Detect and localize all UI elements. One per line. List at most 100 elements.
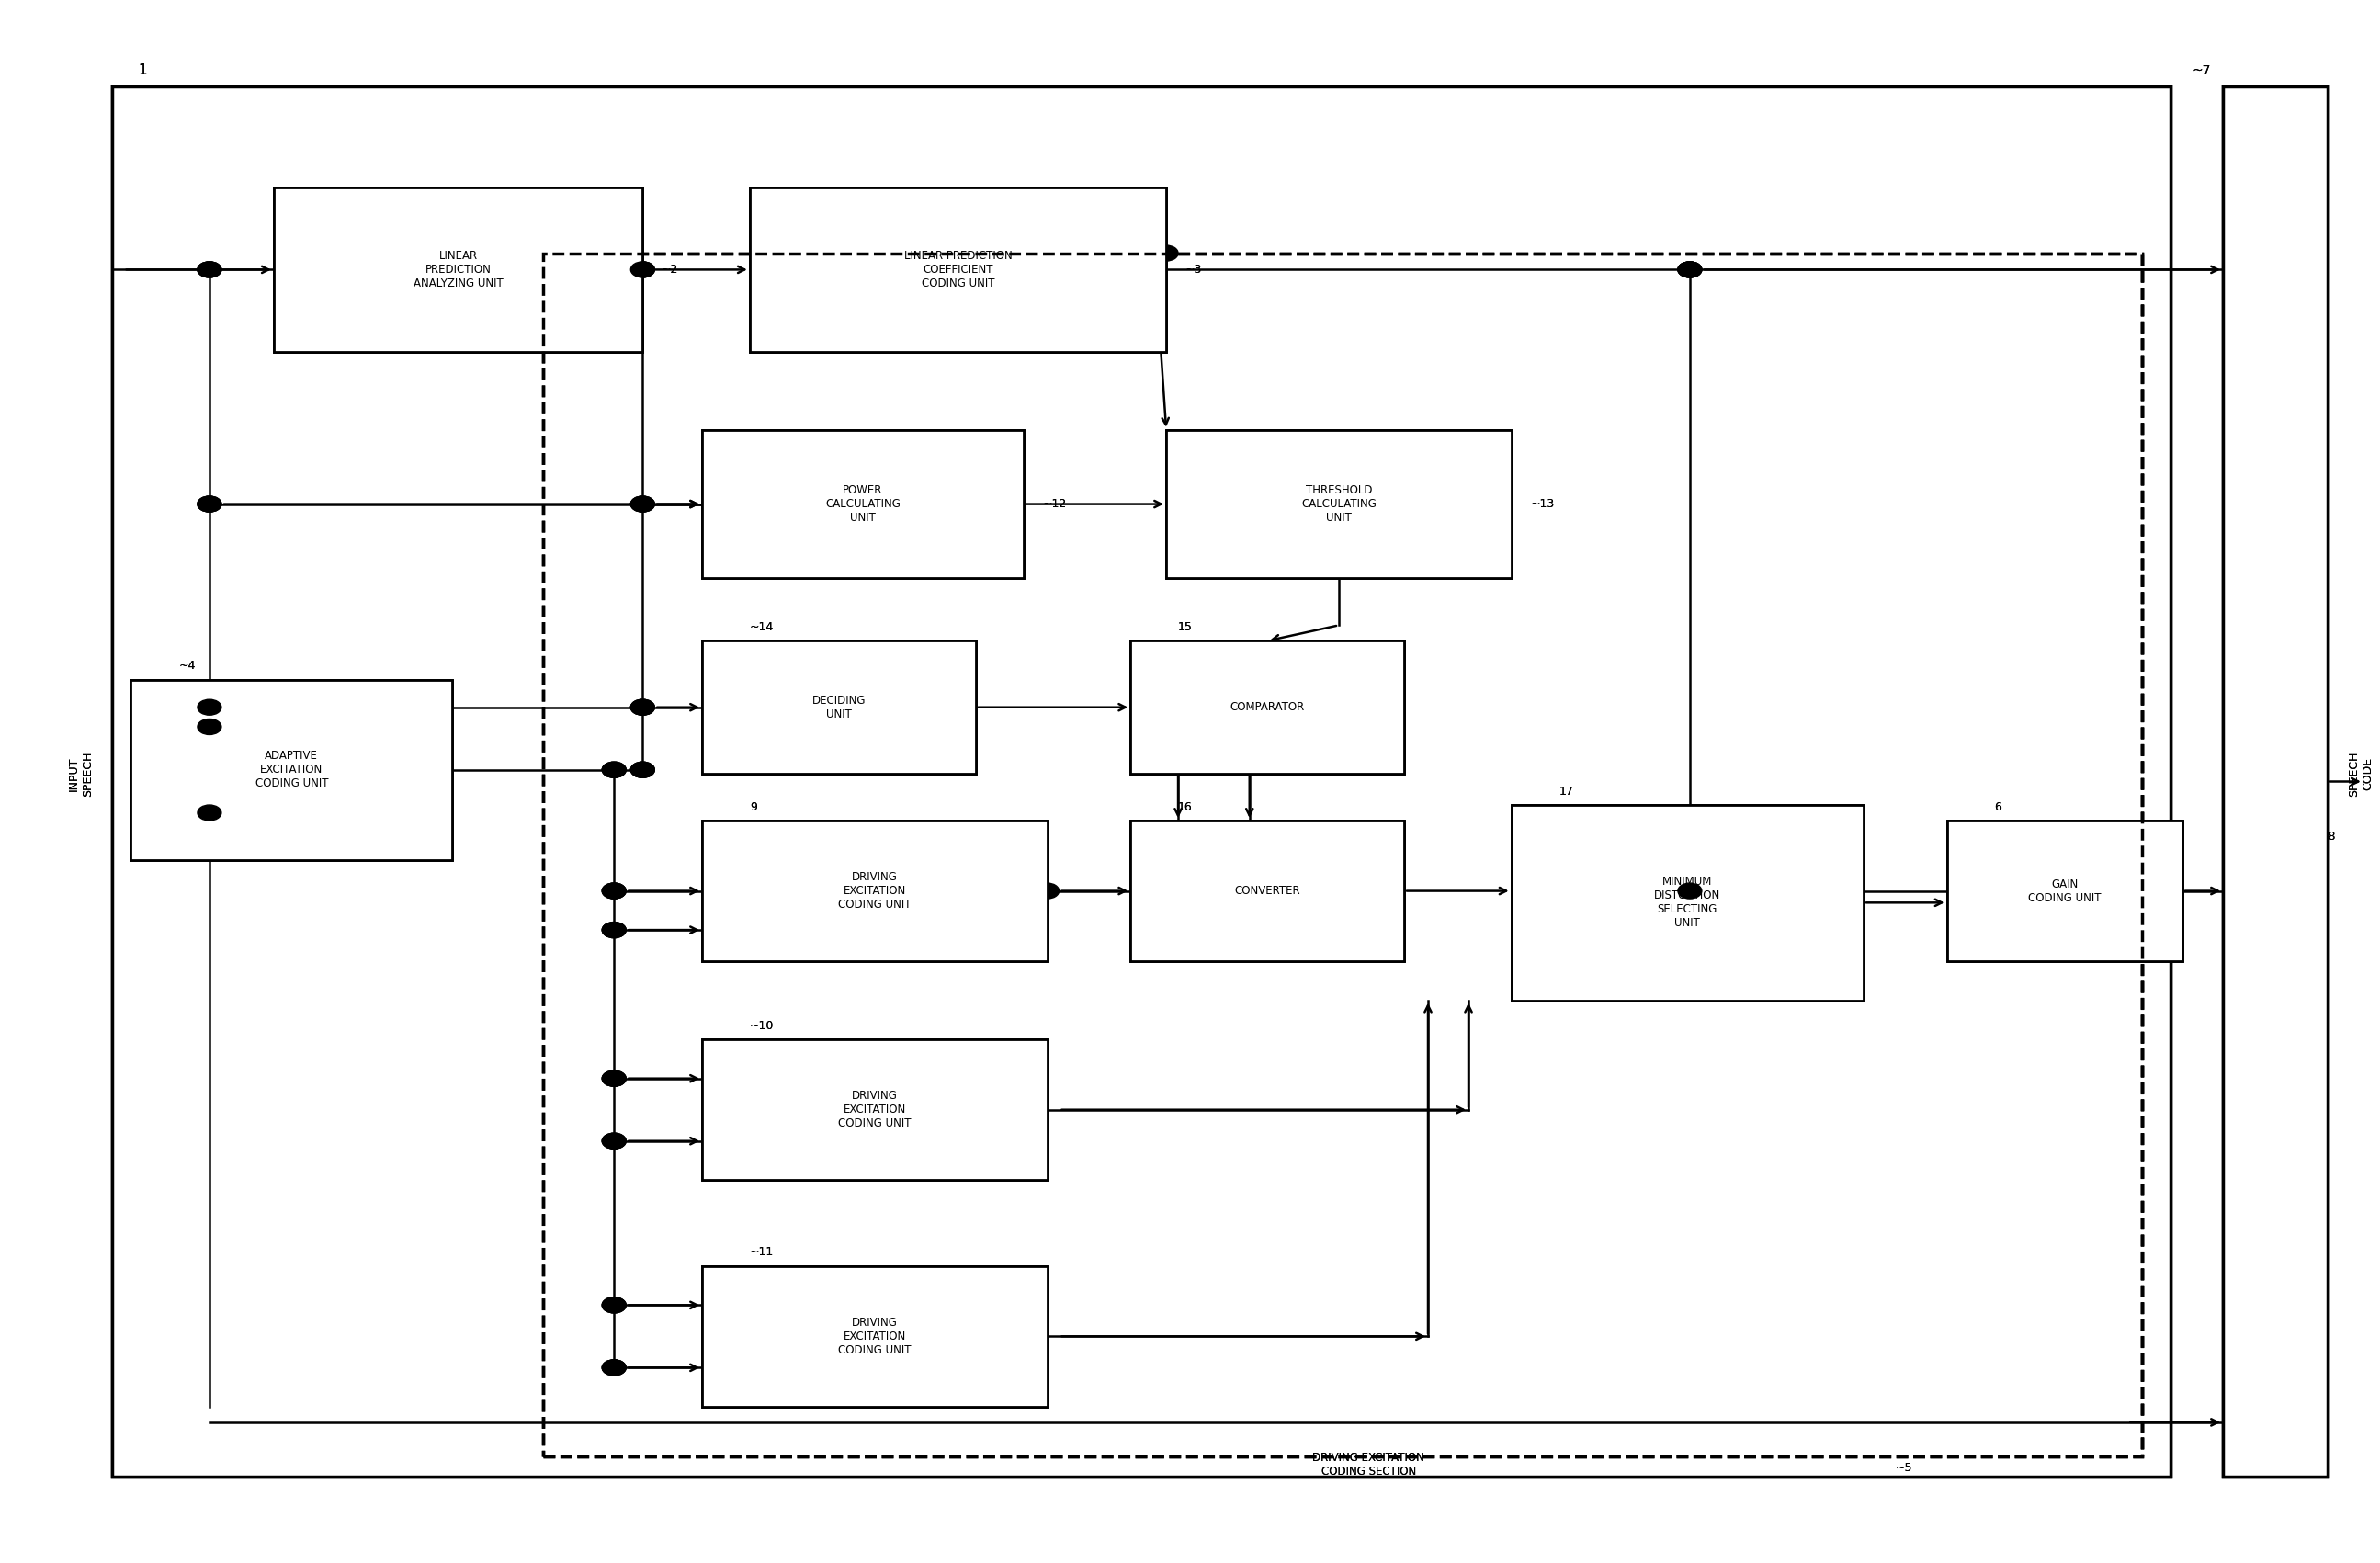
Text: 9: 9 (750, 800, 757, 813)
Circle shape (1031, 883, 1054, 899)
Circle shape (602, 761, 626, 777)
Text: ~10: ~10 (750, 1019, 774, 1032)
Bar (702, 430, 1023, 578)
Text: 9: 9 (750, 800, 757, 813)
Circle shape (631, 261, 654, 278)
Circle shape (198, 495, 221, 513)
Bar (750, 188, 1166, 352)
Circle shape (198, 700, 221, 716)
Text: ~7: ~7 (2192, 64, 2211, 77)
Circle shape (198, 805, 221, 821)
Bar (1130, 641, 1404, 774)
Circle shape (198, 700, 221, 716)
Circle shape (198, 719, 221, 735)
Text: THRESHOLD
CALCULATING
UNIT: THRESHOLD CALCULATING UNIT (1302, 485, 1376, 524)
Bar (131, 680, 452, 860)
Bar (702, 821, 1047, 961)
Text: POWER
CALCULATING
UNIT: POWER CALCULATING UNIT (826, 485, 900, 524)
Circle shape (602, 1360, 626, 1375)
Text: ~11: ~11 (750, 1246, 774, 1258)
Text: ~2: ~2 (662, 264, 678, 275)
Circle shape (602, 922, 626, 938)
Text: ~13: ~13 (1530, 499, 1554, 510)
Text: DRIVING EXCITATION
CODING SECTION: DRIVING EXCITATION CODING SECTION (1311, 1452, 1426, 1477)
Bar (702, 821, 1047, 961)
Text: ADAPTIVE
EXCITATION
CODING UNIT: ADAPTIVE EXCITATION CODING UNIT (255, 750, 328, 789)
Circle shape (631, 761, 654, 777)
Text: COMPARATOR: COMPARATOR (1230, 702, 1304, 713)
Text: ~3: ~3 (1185, 264, 1202, 275)
Text: DRIVING
EXCITATION
CODING UNIT: DRIVING EXCITATION CODING UNIT (838, 871, 912, 911)
Circle shape (198, 261, 221, 278)
Circle shape (1035, 883, 1059, 899)
Text: ~4: ~4 (178, 660, 195, 672)
Bar (1511, 805, 1864, 1000)
Circle shape (631, 261, 654, 278)
Circle shape (602, 1071, 626, 1086)
Bar (750, 188, 1166, 352)
Text: DRIVING
EXCITATION
CODING UNIT: DRIVING EXCITATION CODING UNIT (838, 1316, 912, 1357)
Text: 6: 6 (1994, 800, 2002, 813)
Text: 17: 17 (1559, 785, 1573, 797)
Circle shape (602, 883, 626, 899)
Bar (112, 86, 2171, 1477)
Circle shape (602, 1297, 626, 1313)
Text: SPEECH
CODE: SPEECH CODE (2349, 750, 2373, 797)
Circle shape (631, 700, 654, 716)
Circle shape (1678, 261, 1702, 278)
Bar (702, 1039, 1047, 1180)
Text: ~5: ~5 (1894, 1461, 1914, 1474)
Text: INPUT
SPEECH: INPUT SPEECH (69, 750, 93, 797)
Text: LINEAR
PREDICTION
ANALYZING UNIT: LINEAR PREDICTION ANALYZING UNIT (414, 250, 502, 289)
Text: THRESHOLD
CALCULATING
UNIT: THRESHOLD CALCULATING UNIT (1302, 485, 1376, 524)
Text: DECIDING
UNIT: DECIDING UNIT (812, 694, 866, 721)
Bar (1166, 430, 1511, 578)
Text: ~10: ~10 (750, 1019, 774, 1032)
Bar (1130, 821, 1404, 961)
Circle shape (602, 1071, 626, 1086)
Circle shape (1678, 261, 1702, 278)
Text: MINIMUM
DISTORTION
SELECTING
UNIT: MINIMUM DISTORTION SELECTING UNIT (1654, 875, 1721, 930)
Circle shape (198, 261, 221, 278)
Circle shape (602, 1360, 626, 1375)
Bar (543, 253, 2142, 1457)
Bar (2223, 86, 2328, 1477)
Text: ~14: ~14 (750, 621, 774, 633)
Bar (702, 641, 976, 774)
Text: ~11: ~11 (750, 1246, 774, 1258)
Circle shape (602, 1360, 626, 1375)
Bar (1166, 430, 1511, 578)
Text: DRIVING
EXCITATION
CODING UNIT: DRIVING EXCITATION CODING UNIT (838, 871, 912, 911)
Text: 6: 6 (1994, 800, 2002, 813)
Text: 15: 15 (1178, 621, 1192, 633)
Bar (1130, 641, 1404, 774)
Text: DECIDING
UNIT: DECIDING UNIT (812, 694, 866, 721)
Circle shape (631, 761, 654, 777)
Circle shape (602, 1297, 626, 1313)
Text: 1: 1 (138, 64, 148, 77)
Text: 17: 17 (1559, 785, 1573, 797)
Text: 1: 1 (138, 64, 148, 77)
Circle shape (602, 761, 626, 777)
Text: MULTIPLEXER: MULTIPLEXER (2268, 742, 2282, 821)
Circle shape (1678, 883, 1702, 899)
Text: LINEAR PREDICTION
COEFFICIENT
CODING UNIT: LINEAR PREDICTION COEFFICIENT CODING UNI… (904, 250, 1012, 289)
Text: DRIVING
EXCITATION
CODING UNIT: DRIVING EXCITATION CODING UNIT (838, 1089, 912, 1130)
Circle shape (602, 1133, 626, 1149)
Circle shape (631, 495, 654, 513)
Circle shape (602, 1133, 626, 1149)
Text: GAIN
CODING UNIT: GAIN CODING UNIT (2028, 878, 2102, 903)
Text: MULTIPLEXER: MULTIPLEXER (2271, 735, 2285, 813)
Text: DRIVING
EXCITATION
CODING UNIT: DRIVING EXCITATION CODING UNIT (838, 1316, 912, 1357)
Circle shape (198, 719, 221, 735)
Circle shape (602, 922, 626, 938)
Circle shape (1678, 261, 1702, 278)
Circle shape (602, 1071, 626, 1086)
Text: ~7: ~7 (2192, 64, 2211, 77)
Text: ~3: ~3 (1185, 264, 1202, 275)
Bar (112, 86, 2171, 1477)
Text: ~12: ~12 (1042, 499, 1066, 510)
Circle shape (602, 883, 626, 899)
Bar (2223, 86, 2328, 1477)
Circle shape (1154, 245, 1178, 261)
